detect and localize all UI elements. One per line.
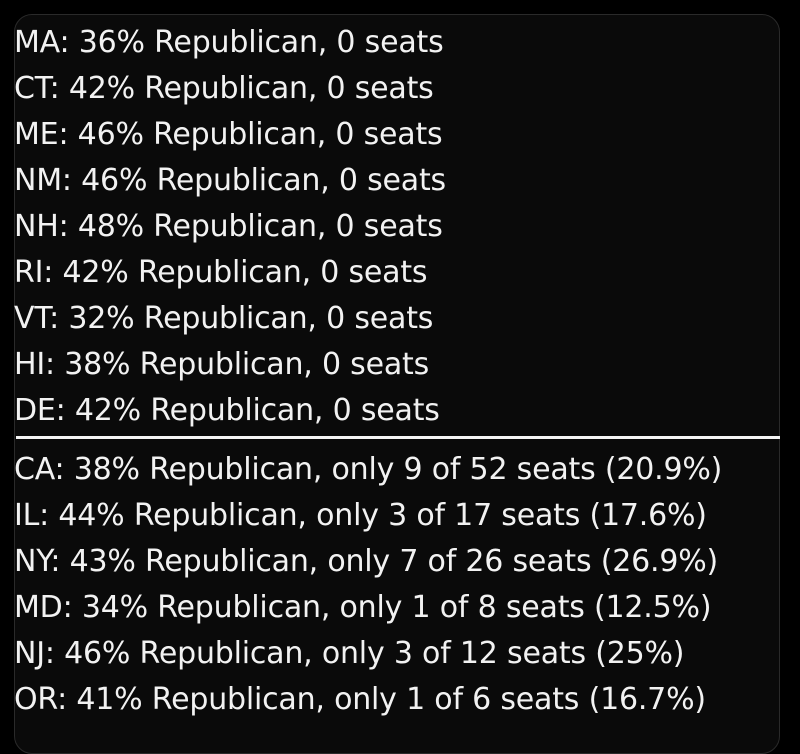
state-line-hi: HI: 38% Republican, 0 seats xyxy=(14,347,430,382)
state-line-or: OR: 41% Republican, only 1 of 6 seats (1… xyxy=(14,682,706,717)
section-divider xyxy=(16,436,780,439)
state-line-ma: MA: 36% Republican, 0 seats xyxy=(14,25,444,60)
state-line-de: DE: 42% Republican, 0 seats xyxy=(14,393,440,428)
partial-seat-list: CA: 38% Republican, only 9 of 52 seats (… xyxy=(14,447,722,723)
state-line-il: IL: 44% Republican, only 3 of 17 seats (… xyxy=(14,498,707,533)
state-line-nm: NM: 46% Republican, 0 seats xyxy=(14,163,446,198)
zero-seat-list: MA: 36% Republican, 0 seats CT: 42% Repu… xyxy=(14,20,446,434)
state-line-ny: NY: 43% Republican, only 7 of 26 seats (… xyxy=(14,544,719,579)
state-line-ri: RI: 42% Republican, 0 seats xyxy=(14,255,428,290)
state-line-ca: CA: 38% Republican, only 9 of 52 seats (… xyxy=(14,452,723,487)
state-line-nh: NH: 48% Republican, 0 seats xyxy=(14,209,443,244)
state-line-me: ME: 46% Republican, 0 seats xyxy=(14,117,443,152)
state-line-md: MD: 34% Republican, only 1 of 8 seats (1… xyxy=(14,590,712,625)
state-line-vt: VT: 32% Republican, 0 seats xyxy=(14,301,434,336)
state-line-ct: CT: 42% Republican, 0 seats xyxy=(14,71,434,106)
state-line-nj: NJ: 46% Republican, only 3 of 12 seats (… xyxy=(14,636,685,671)
post-card xyxy=(14,14,780,754)
